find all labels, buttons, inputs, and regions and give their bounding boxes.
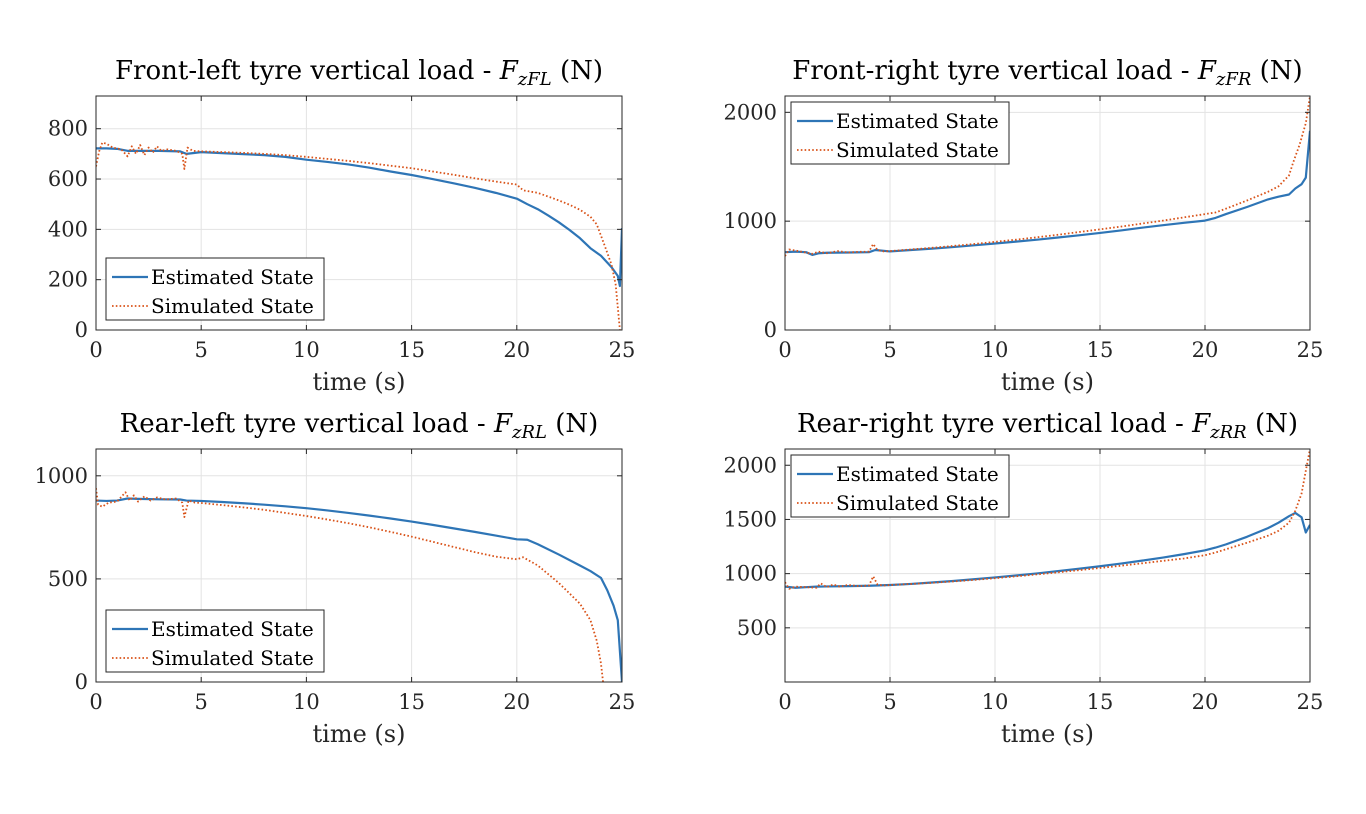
chart-title: Rear-left tyre vertical load - FzRL (N)	[120, 409, 599, 443]
legend-label-estimated: Estimated State	[151, 617, 314, 641]
x-tick-label: 10	[293, 690, 320, 714]
y-tick-label: 500	[737, 616, 777, 640]
legend: Estimated State Simulated State	[105, 257, 325, 321]
x-tick-label: 15	[1087, 690, 1114, 714]
chart-title-unit: (N)	[1251, 56, 1302, 86]
series-line-simulated	[785, 95, 1310, 257]
x-axis-label: time (s)	[1001, 368, 1094, 396]
x-axis-label: time (s)	[1001, 720, 1094, 748]
chart-title: Front-right tyre vertical load - FzFR (N…	[792, 56, 1302, 90]
legend-label-estimated: Estimated State	[836, 109, 999, 133]
y-tick-label: 0	[75, 670, 88, 694]
chart-panel-1: 0 5 10 15 20 25 0 200 400 600 800 time (s) Front-lef…	[48, 56, 635, 396]
legend-label-simulated: Simulated State	[151, 294, 314, 318]
legend-label-simulated: Simulated State	[836, 138, 999, 162]
y-tick-label: 2000	[724, 100, 777, 124]
chart-title-unit: (N)	[552, 56, 603, 86]
axes-box	[784, 448, 1311, 683]
legend-label-estimated: Estimated State	[151, 265, 314, 289]
series-line-estimated	[785, 130, 1310, 256]
y-tick-label: 600	[48, 167, 88, 191]
y-tick-label: 400	[48, 217, 88, 241]
series-line-simulated	[785, 448, 1310, 590]
series-line-simulated	[96, 488, 604, 683]
series-line-estimated	[785, 511, 1310, 589]
x-tick-label: 10	[982, 338, 1009, 362]
chart-title-subscript: zFL	[517, 69, 552, 90]
chart-title-subscript: zRR	[1209, 422, 1247, 443]
x-tick-label: 15	[398, 338, 425, 362]
legend-box	[105, 257, 325, 321]
x-tick-label: 25	[609, 690, 636, 714]
x-tick-label: 20	[1192, 690, 1219, 714]
y-tick-label: 2000	[724, 453, 777, 477]
y-tick-label: 500	[48, 567, 88, 591]
legend-box	[105, 609, 325, 673]
x-tick-label: 10	[982, 690, 1009, 714]
x-tick-label: 15	[1087, 338, 1114, 362]
chart-title-subscript: zRL	[511, 422, 547, 443]
x-tick-label: 0	[778, 338, 791, 362]
chart-panel-4: 0 5 10 15 20 25 500 1000 1500 2000 time (s) Rear-ri…	[724, 409, 1324, 748]
x-tick-label: 25	[609, 338, 636, 362]
legend-box	[790, 101, 1010, 165]
series-line-estimated	[96, 147, 622, 288]
chart-title-text: Rear-right tyre vertical load -	[797, 409, 1192, 439]
axes-box	[95, 448, 623, 683]
series-line-estimated	[96, 497, 622, 683]
chart-title-symbol: F	[493, 409, 513, 439]
x-tick-label: 0	[89, 690, 102, 714]
y-tick-label: 0	[75, 318, 88, 342]
chart-title-symbol: F	[1197, 56, 1217, 86]
y-tick-label: 0	[764, 318, 777, 342]
chart-title-text: Rear-left tyre vertical load -	[120, 409, 494, 439]
y-tick-label: 1000	[35, 464, 88, 488]
y-tick-label: 1000	[724, 562, 777, 586]
chart-title-subscript: zFR	[1215, 69, 1252, 90]
legend: Estimated State Simulated State	[790, 101, 1010, 165]
chart-title-symbol: F	[1191, 409, 1211, 439]
x-tick-label: 25	[1297, 690, 1324, 714]
axes-box	[784, 95, 1311, 331]
x-tick-label: 5	[883, 338, 896, 362]
x-axis-label: time (s)	[313, 368, 406, 396]
legend-box	[790, 454, 1010, 518]
y-tick-label: 800	[48, 117, 88, 141]
x-tick-label: 5	[883, 690, 896, 714]
chart-title-text: Front-right tyre vertical load -	[792, 56, 1198, 86]
x-tick-label: 20	[503, 690, 530, 714]
x-axis-label: time (s)	[313, 720, 406, 748]
axes-box	[95, 95, 623, 331]
legend: Estimated State Simulated State	[790, 454, 1010, 518]
x-tick-label: 25	[1297, 338, 1324, 362]
chart-title: Rear-right tyre vertical load - FzRR (N)	[797, 409, 1298, 443]
chart-title-unit: (N)	[547, 409, 598, 439]
x-tick-label: 5	[195, 338, 208, 362]
x-tick-label: 10	[293, 338, 320, 362]
chart-title-text: Front-left tyre vertical load -	[115, 56, 500, 86]
x-tick-label: 15	[398, 690, 425, 714]
chart-title-unit: (N)	[1247, 409, 1298, 439]
legend-label-simulated: Simulated State	[151, 646, 314, 670]
chart-title: Front-left tyre vertical load - FzFL (N)	[115, 56, 603, 90]
y-tick-label: 1500	[724, 507, 777, 531]
chart-panel-3: 0 5 10 15 20 25 0 500 1000 time (s) Rear-left tyre…	[35, 409, 636, 748]
x-tick-label: 20	[1192, 338, 1219, 362]
legend-label-simulated: Simulated State	[836, 491, 999, 515]
x-tick-label: 20	[503, 338, 530, 362]
y-tick-label: 200	[48, 268, 88, 292]
legend-label-estimated: Estimated State	[836, 462, 999, 486]
x-tick-label: 0	[89, 338, 102, 362]
x-tick-label: 5	[195, 690, 208, 714]
y-tick-label: 1000	[724, 209, 777, 233]
legend: Estimated State Simulated State	[105, 609, 325, 673]
chart-panel-2: 0 5 10 15 20 25 0 1000 2000 time (s) Front-right t…	[724, 56, 1324, 396]
series-line-simulated	[96, 141, 621, 331]
chart-title-symbol: F	[499, 56, 519, 86]
x-tick-label: 0	[778, 690, 791, 714]
